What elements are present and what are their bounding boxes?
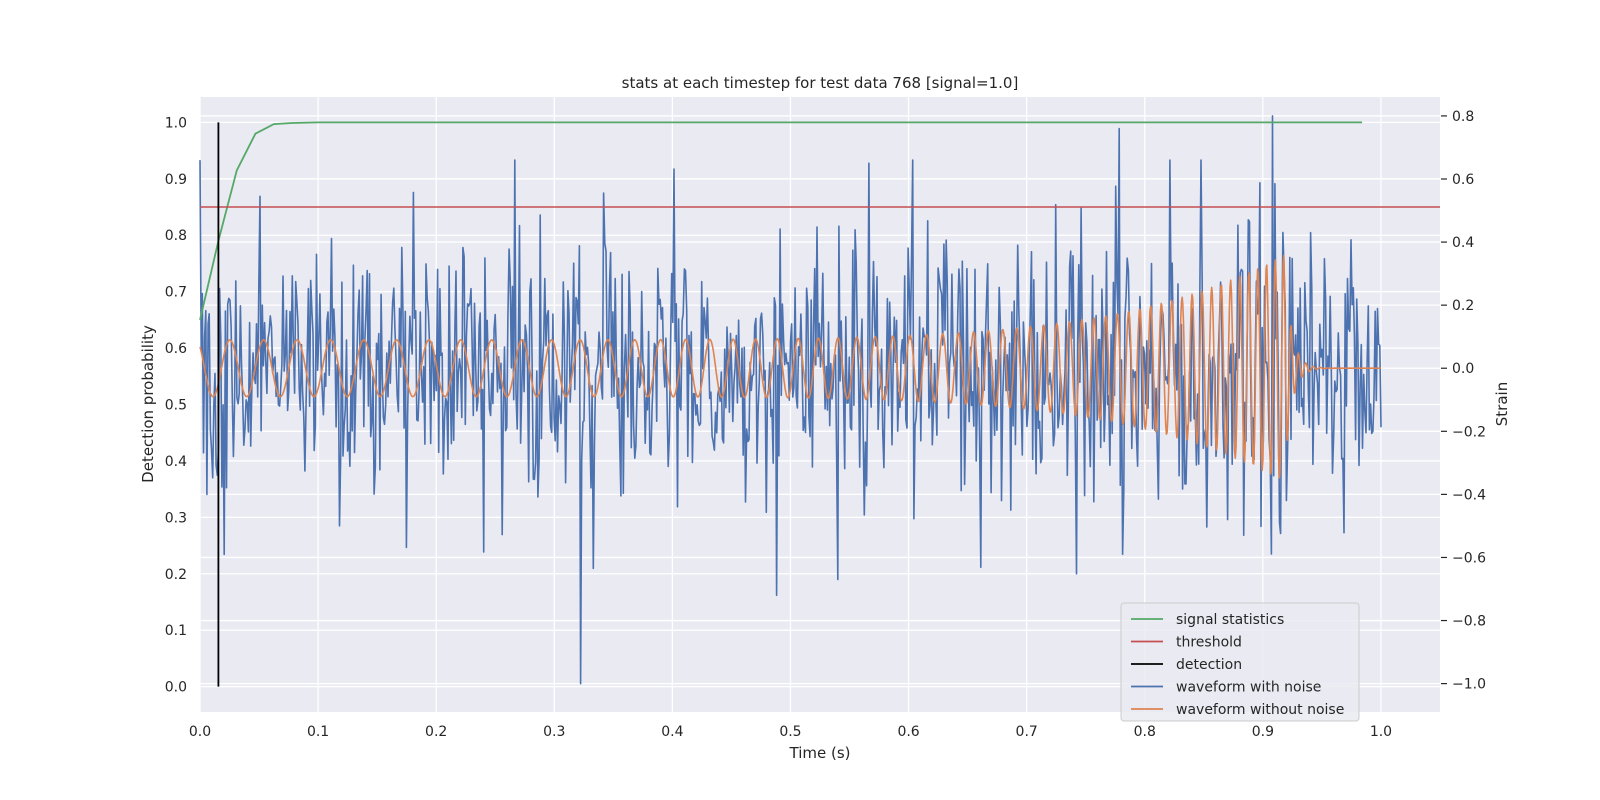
legend-box (1120, 602, 1360, 722)
y-tick-label: 0.9 (165, 172, 187, 188)
x-tick-label: 0.3 (543, 724, 565, 740)
y-tick-label: 0.1 (165, 623, 187, 639)
y-tick-label: 1.0 (165, 115, 187, 131)
x-tick-label: 0.9 (1252, 724, 1274, 740)
x-tick-label: 0.1 (307, 724, 329, 740)
y2-tick-label: 0.2 (1452, 298, 1474, 314)
x-tick-label: 0.0 (189, 724, 211, 740)
y2-tick-label: 0.0 (1452, 361, 1474, 377)
y-axis-label: Detection probability (139, 325, 157, 483)
y-tick-label: 0.5 (165, 398, 187, 414)
y2-tick-label: −0.6 (1452, 550, 1486, 566)
y-tick-label: 0.0 (165, 680, 187, 696)
x-tick-label: 1.0 (1370, 724, 1392, 740)
y2-tick-label: 0.8 (1452, 109, 1474, 125)
x-tick-label: 0.7 (1016, 724, 1038, 740)
y2-tick-label: −0.2 (1452, 424, 1486, 440)
x-tick-label: 0.5 (779, 724, 801, 740)
series-signal-statistics (199, 121, 1363, 321)
y2-tick-label: −0.4 (1452, 487, 1486, 503)
y2-tick-label: 0.4 (1452, 235, 1474, 251)
legend-label: waveform without noise (1176, 702, 1344, 718)
data-layer (199, 115, 1440, 687)
y-tick-label: 0.8 (165, 228, 187, 244)
y-tick-label: 0.3 (165, 510, 187, 526)
y2-axis-label: Strain (1493, 382, 1511, 426)
y-tick-label: 0.2 (165, 567, 187, 583)
legend-label: detection (1176, 657, 1242, 673)
legend: signal statistics threshold detection wavef… (1120, 602, 1360, 722)
y2-tick-label: −1.0 (1452, 677, 1486, 693)
x-tick-label: 0.6 (897, 724, 919, 740)
series-waveform-without-noise (199, 254, 1382, 479)
y-tick-label: 0.7 (165, 285, 187, 301)
y-tick-label: 0.6 (165, 341, 187, 357)
axes-layer: 0.0 0.1 0.2 0.3 0.4 0.5 0.6 0.7 0.8 0.9 1.0 0.0 0.1 0… (165, 109, 1486, 740)
legend-label: waveform with noise (1176, 680, 1321, 696)
x-tick-label: 0.4 (661, 724, 683, 740)
x-tick-label: 0.2 (425, 724, 447, 740)
y2-tick-label: 0.6 (1452, 172, 1474, 188)
y-tick-label: 0.4 (165, 454, 187, 470)
x-axis-label: Time (s) (789, 744, 851, 762)
series-waveform-with-noise (199, 115, 1382, 685)
chart-title: stats at each timestep for test data 768… (622, 74, 1019, 92)
y2-tick-label: −0.8 (1452, 614, 1486, 630)
x-tick-label: 0.8 (1134, 724, 1156, 740)
legend-label: threshold (1176, 635, 1242, 651)
legend-label: signal statistics (1176, 612, 1284, 628)
